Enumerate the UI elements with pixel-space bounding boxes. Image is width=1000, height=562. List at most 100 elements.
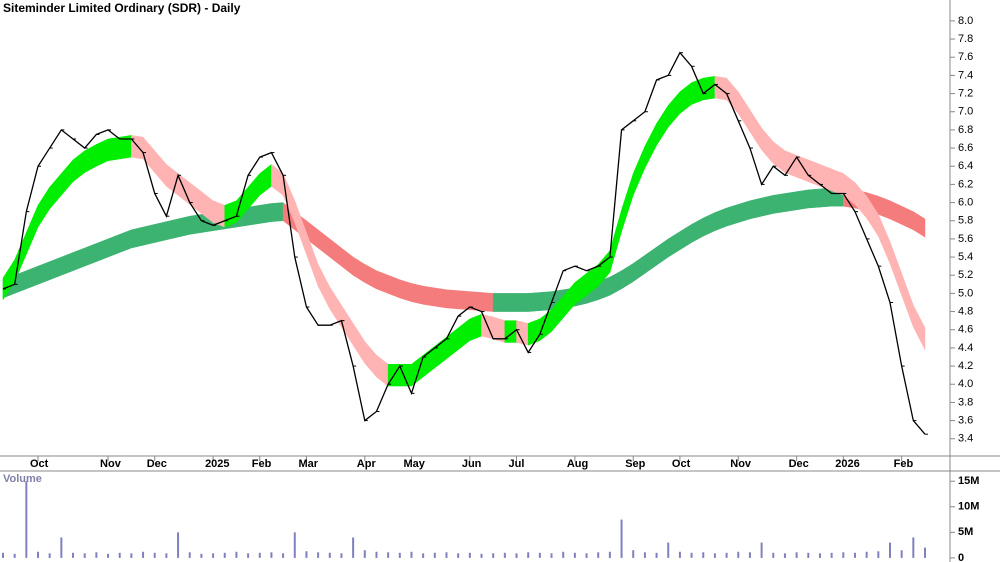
volume-bar (900, 550, 903, 558)
y-tick-label: 6.0 (958, 196, 973, 208)
volume-bar (865, 551, 868, 558)
volume-bar (340, 553, 343, 558)
ribbon-segment (738, 200, 751, 223)
y-tick-label: 4.0 (958, 378, 973, 390)
volume-bar (550, 553, 553, 558)
y-tick-label: 4.4 (958, 342, 973, 354)
volume-bar (492, 553, 495, 558)
ribbon-segment (446, 289, 459, 310)
volume-bar (188, 552, 191, 558)
volume-bar (632, 550, 635, 558)
panel-title: Volume (3, 473, 42, 485)
volume-bar (328, 552, 331, 558)
volume-bar (597, 552, 600, 558)
ribbon-segment (154, 221, 167, 243)
price-line (2, 51, 926, 435)
volume-bar (352, 537, 355, 558)
ribbon-segment (247, 204, 261, 226)
ribbon-segment (142, 224, 155, 246)
volume-bar (165, 553, 168, 558)
ribbon-segment (411, 283, 424, 305)
volume-bar (562, 551, 565, 558)
volume-bar (48, 553, 51, 558)
ribbon-segment (259, 203, 272, 224)
y-tick-label: 4.6 (958, 324, 973, 336)
y-tick-label: 5M (958, 526, 973, 538)
volume-bar (212, 553, 215, 558)
volume-bar (433, 552, 436, 558)
ribbon-segment (469, 313, 482, 342)
volume-bar (655, 552, 658, 558)
volume-bar (620, 519, 623, 558)
y-tick-label: 5.0 (958, 287, 973, 299)
volume-bar (72, 552, 75, 558)
volume-bar (375, 551, 378, 558)
y-tick-label: 6.8 (958, 124, 973, 136)
y-tick-label: 3.8 (958, 396, 973, 408)
x-tick-label: May (403, 458, 425, 470)
volume-bar (305, 551, 308, 558)
volume-bar (480, 553, 483, 558)
ribbon-segment (527, 292, 541, 312)
y-tick-label: 7.8 (958, 33, 973, 45)
y-tick-label: 7.4 (958, 69, 973, 81)
volume-bar (807, 552, 810, 558)
ribbon-segment (913, 211, 926, 238)
x-tick-label: Jun (462, 458, 482, 470)
volume-bar (585, 553, 588, 558)
volume-bar (247, 553, 250, 558)
x-tick-label: Oct (30, 458, 49, 470)
ribbon-segment (726, 204, 739, 227)
ribbon-segment (107, 136, 120, 162)
ribbon-segment (492, 293, 506, 312)
ribbon-segment (166, 218, 179, 241)
ribbon-segment (457, 290, 471, 311)
volume-bar (924, 547, 926, 558)
ribbon-segment (773, 193, 786, 214)
volume-bar (118, 552, 121, 558)
x-tick-label: Jul (509, 458, 525, 470)
volume-bar (667, 542, 670, 558)
ribbon-segment (504, 293, 517, 312)
volume-bar (678, 551, 681, 558)
ribbon-segment (819, 187, 832, 208)
ribbon-segment (831, 168, 844, 196)
volume-bar (422, 553, 425, 558)
ribbon-segment (481, 292, 494, 312)
volume-bar (538, 552, 541, 558)
y-tick-label: 7.6 (958, 51, 973, 63)
y-tick-label: 10M (958, 501, 979, 513)
ribbon-segment (271, 202, 284, 222)
y-tick-label: 4.8 (958, 305, 973, 317)
volume-bar (130, 553, 133, 558)
x-tick-label: Apr (357, 458, 377, 470)
y-tick-label: 6.6 (958, 142, 973, 154)
ribbon-segment (691, 77, 704, 105)
volume-bar (690, 552, 693, 558)
y-tick-label: 5.8 (958, 215, 973, 227)
ribbon-segment (749, 197, 762, 220)
volume-bar (795, 552, 798, 558)
y-tick-label: 7.0 (958, 106, 973, 118)
volume-bar (235, 551, 238, 558)
ribbon-segment (399, 364, 412, 387)
y-tick-label: 8.0 (958, 15, 973, 27)
volume-bar (2, 552, 4, 558)
volume-bar (772, 552, 775, 558)
y-tick-label: 4.2 (958, 360, 973, 372)
volume-bar (842, 552, 845, 558)
x-tick-label: Dec (789, 458, 809, 470)
y-tick-label: 7.2 (958, 87, 973, 99)
volume-bar (258, 552, 261, 558)
volume-bar (107, 553, 110, 558)
ribbon-segment (422, 285, 436, 307)
volume-bar (83, 553, 86, 558)
volume-bar (468, 552, 471, 558)
x-tick-label: 2026 (835, 458, 859, 470)
volume-bar (445, 552, 448, 558)
ribbon-segment (784, 191, 797, 212)
x-tick-label: Dec (147, 458, 167, 470)
